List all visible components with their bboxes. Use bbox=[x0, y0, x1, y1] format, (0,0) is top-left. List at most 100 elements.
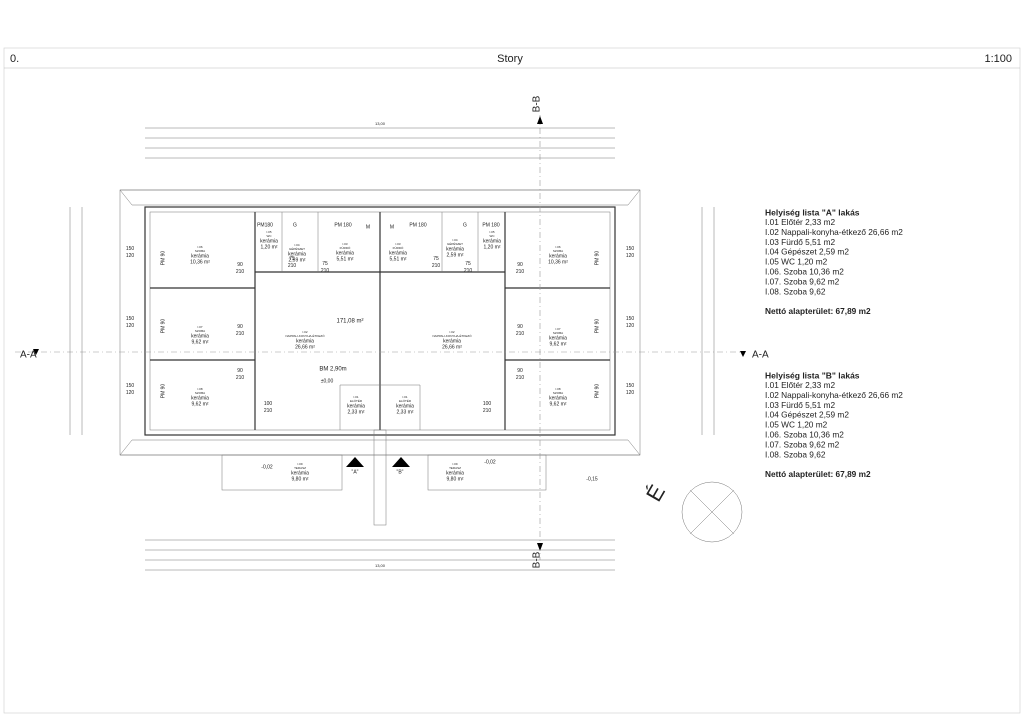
door-label: PM 90 bbox=[160, 319, 166, 334]
list-item: I.01 Előtér 2,33 m2 bbox=[765, 217, 835, 227]
list-item: I.05 WC 1,20 m2 bbox=[765, 420, 828, 430]
opening-width: 90 bbox=[237, 368, 243, 374]
scale: 1:100 bbox=[984, 53, 1012, 65]
door-label: PM 90 bbox=[160, 251, 166, 266]
room-number: I.09 bbox=[297, 462, 302, 466]
room-floor: kerámia bbox=[191, 253, 209, 259]
door-label: PM180 bbox=[257, 222, 273, 228]
room-name: SZOBA bbox=[553, 331, 563, 335]
list-total: Nettó alapterület: 67,89 m2 bbox=[765, 469, 871, 479]
room-number: I.05 bbox=[266, 230, 271, 234]
room-number: I.04 bbox=[452, 238, 457, 242]
opening-height: 210 bbox=[516, 331, 525, 337]
opening-height: 210 bbox=[288, 263, 297, 269]
door-label: PM 180 bbox=[482, 222, 499, 228]
story-number: 0. bbox=[10, 53, 19, 65]
dimension-lines bbox=[69, 127, 715, 571]
room-number: I.03 bbox=[395, 242, 400, 246]
room-floor: kerámia bbox=[549, 335, 567, 341]
opening-width: 90 bbox=[237, 324, 243, 330]
room-number: I.01 bbox=[353, 395, 358, 399]
opening-width: 150 bbox=[126, 383, 135, 389]
room-name: NAPPALI-KONYHA-ÉTKEZŐ bbox=[432, 333, 472, 338]
room-floor: kerámia bbox=[291, 470, 309, 476]
list-item: I.05 WC 1,20 m2 bbox=[765, 257, 828, 267]
room-floor: kerámia bbox=[396, 403, 414, 409]
list-item: I.04 Gépészet 2,59 m2 bbox=[765, 247, 849, 257]
list-item: I.07. Szoba 9,62 m2 bbox=[765, 439, 840, 449]
opening-height: 120 bbox=[126, 323, 135, 329]
room-name: GÉPÉSZET bbox=[289, 246, 305, 251]
door-label: M bbox=[390, 224, 394, 230]
room-number: I.06 bbox=[197, 245, 202, 249]
room-floor: kerámia bbox=[191, 395, 209, 401]
room-name: TERASZ bbox=[294, 466, 306, 470]
list-item: I.02 Nappali-konyha-étkező 26,66 m2 bbox=[765, 390, 903, 400]
room-number: I.09 bbox=[452, 462, 457, 466]
room-area: 5,51 m² bbox=[390, 256, 407, 262]
opening-height: 210 bbox=[264, 408, 273, 414]
room-name: SZOBA bbox=[195, 391, 205, 395]
room-number: I.06 bbox=[555, 245, 560, 249]
room-area: 9,62 m² bbox=[550, 401, 567, 407]
opening-width: 90 bbox=[517, 262, 523, 268]
opening-height: 120 bbox=[126, 390, 135, 396]
dimension: 13,00 bbox=[375, 563, 386, 568]
room-area: 1,20 m² bbox=[261, 244, 278, 250]
room-floor: kerámia bbox=[389, 250, 407, 256]
room-floor: kerámia bbox=[296, 338, 314, 344]
outer-wall bbox=[144, 206, 616, 436]
opening-height: 120 bbox=[626, 323, 635, 329]
north-label: É bbox=[641, 481, 670, 506]
room-number: I.05 bbox=[489, 230, 494, 234]
door-label: PM 180 bbox=[334, 222, 351, 228]
opening-width: 75 bbox=[465, 261, 471, 267]
door-label: PM 90 bbox=[594, 251, 600, 266]
opening-height: 210 bbox=[464, 268, 473, 274]
room-number: I.02 bbox=[449, 330, 454, 334]
room-area: 9,62 m² bbox=[550, 341, 567, 347]
opening-width: 75 bbox=[433, 256, 439, 262]
annotation: -0,15 bbox=[586, 476, 598, 482]
opening-height: 120 bbox=[126, 253, 135, 259]
opening-height: 210 bbox=[516, 269, 525, 275]
room-number: I.04 bbox=[294, 243, 299, 247]
room-floor: kerámia bbox=[446, 470, 464, 476]
annotation: ±0,00 bbox=[321, 378, 334, 384]
room-name: SZOBA bbox=[195, 329, 205, 333]
opening-height: 210 bbox=[516, 375, 525, 381]
room-name: NAPPALI-KONYHA-ÉTKEZŐ bbox=[285, 333, 325, 338]
opening-width: 100 bbox=[264, 401, 273, 407]
list-item: I.07. Szoba 9,62 m2 bbox=[765, 276, 840, 286]
room-floor: kerámia bbox=[191, 333, 209, 339]
roof-outline bbox=[119, 189, 641, 456]
room-name: WC bbox=[267, 234, 273, 238]
terrace bbox=[427, 454, 547, 491]
room-name: SZOBA bbox=[195, 249, 205, 253]
list-item: I.08. Szoba 9,62 bbox=[765, 286, 826, 296]
room-floor: kerámia bbox=[443, 338, 461, 344]
room-number: I.03 bbox=[342, 242, 347, 246]
stair bbox=[373, 429, 387, 526]
opening-height: 210 bbox=[236, 269, 245, 275]
door-label: PM 180 bbox=[409, 222, 426, 228]
room-floor: kerámia bbox=[347, 403, 365, 409]
door-label: PM 90 bbox=[594, 384, 600, 399]
door-label: G bbox=[293, 222, 297, 228]
section-label: A-A bbox=[752, 350, 769, 361]
room-name: GÉPÉSZET bbox=[447, 241, 463, 246]
door-label: M bbox=[366, 224, 370, 230]
room-number: I.02 bbox=[302, 330, 307, 334]
entry-marker bbox=[392, 457, 410, 467]
room-area: 1,20 m² bbox=[484, 244, 501, 250]
list-item: I.08. Szoba 9,62 bbox=[765, 449, 826, 459]
eaves-bottom bbox=[119, 439, 641, 456]
door-label: PM 90 bbox=[160, 384, 166, 399]
opening-width: 90 bbox=[517, 324, 523, 330]
section-label: B-B bbox=[532, 95, 543, 112]
list-item: I.03 Fürdő 5,51 m2 bbox=[765, 237, 835, 247]
room-number: I.07 bbox=[555, 327, 560, 331]
room-name: TERASZ bbox=[449, 466, 461, 470]
list-title: Helyiség lista "A" lakás bbox=[765, 207, 860, 217]
